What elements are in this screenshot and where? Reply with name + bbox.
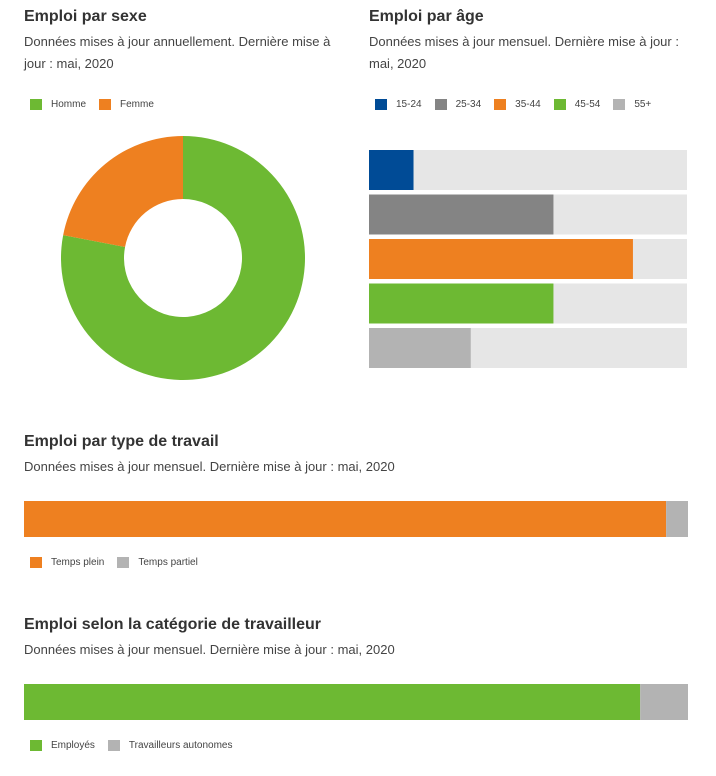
legend-label: Temps plein [51, 557, 105, 568]
sex-chart-title: Emploi par sexe [24, 8, 147, 25]
legend-label: 25-34 [455, 99, 482, 110]
worker-category-chart-subtitle: Données mises à jour mensuel. Dernière m… [24, 642, 395, 657]
work-type-chart-subtitle: Données mises à jour mensuel. Dernière m… [24, 459, 395, 474]
legend-label: 35-44 [515, 99, 541, 110]
age-bar-chart [369, 150, 687, 368]
legend-label: 55+ [634, 99, 652, 110]
age-bar-45-54 [369, 283, 554, 324]
sex-chart-subtitle: Données mises à jour annuellement. Derni… [24, 34, 331, 71]
legend-item-55-plus: 55+ [613, 99, 651, 110]
worker-category-segment-travailleurs-autonomes [640, 684, 688, 720]
age-chart-title: Emploi par âge [369, 8, 484, 25]
legend-label: Temps partiel [138, 557, 198, 568]
legend-item-travailleurs-autonomes: Travailleurs autonomes [107, 740, 233, 751]
legend-swatch [99, 99, 112, 110]
legend-swatch [613, 99, 626, 110]
worker-category-chart-legend: Employés Travailleurs autonomes [30, 740, 245, 751]
legend-item-temps-partiel: Temps partiel [117, 557, 198, 568]
legend-item-35-44: 35-44 [494, 99, 541, 110]
legend-item-employes: Employés [30, 740, 95, 751]
sex-donut-chart [60, 136, 305, 380]
legend-item-femme: Femme [99, 99, 154, 110]
worker-category-chart-title: Emploi selon la catégorie de travailleur [24, 616, 321, 633]
age-bar-track-15-24 [369, 150, 687, 190]
legend-item-25-34: 25-34 [434, 99, 482, 110]
legend-item-homme: Homme [30, 99, 86, 110]
age-chart-subtitle: Données mises à jour mensuel. Dernière m… [369, 34, 679, 71]
legend-item-45-54: 45-54 [553, 99, 601, 110]
legend-swatch [30, 99, 42, 110]
legend-swatch [434, 99, 447, 110]
work-type-chart-title: Emploi par type de travail [24, 433, 219, 450]
legend-swatch [30, 740, 42, 751]
sex-chart-legend: Homme Femme [30, 99, 167, 110]
age-bar-55-plus [369, 328, 471, 368]
donut-slice-femme [63, 136, 183, 247]
legend-swatch [375, 99, 387, 110]
legend-swatch [30, 557, 42, 568]
work-type-chart-legend: Temps plein Temps partiel [30, 557, 211, 568]
age-bar-35-44 [369, 239, 633, 279]
donut-slice-homme [60, 136, 305, 380]
work-type-segment-temps-partiel [666, 501, 688, 537]
legend-item-15-24: 15-24 [375, 99, 422, 110]
work-type-bar-chart [24, 501, 688, 537]
legend-swatch [117, 557, 130, 568]
worker-category-bar-chart [24, 684, 688, 720]
age-bar-15-24 [369, 150, 414, 190]
legend-label: Homme [51, 99, 87, 110]
age-chart-legend: 15-24 25-34 35-44 45-54 55+ [375, 99, 664, 110]
age-bar-25-34 [369, 194, 554, 235]
legend-label: Employés [51, 740, 95, 751]
worker-category-segment-employes [24, 684, 641, 720]
work-type-segment-temps-plein [24, 501, 667, 537]
legend-label: Travailleurs autonomes [128, 740, 233, 751]
legend-item-temps-plein: Temps plein [30, 557, 104, 568]
legend-swatch [107, 740, 120, 751]
legend-label: 15-24 [396, 99, 422, 110]
legend-label: Femme [120, 99, 154, 110]
legend-swatch [494, 99, 507, 110]
legend-swatch [553, 99, 566, 110]
legend-label: 45-54 [574, 99, 601, 110]
